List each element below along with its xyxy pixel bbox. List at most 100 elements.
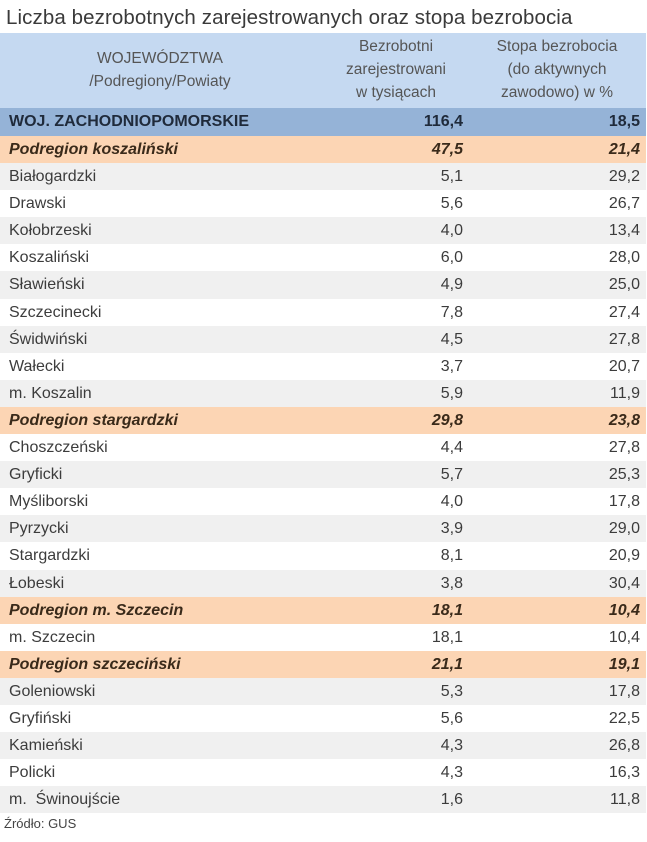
row-rate-value: 26,7 xyxy=(608,195,640,213)
table-body: WOJ. ZACHODNIOPOMORSKIE 116,4 18,5 Podregio… xyxy=(0,108,646,814)
row-rate-value: 27,4 xyxy=(608,303,640,321)
row-name: Myśliborski xyxy=(9,493,89,511)
row-rate-value: 11,8 xyxy=(610,791,640,809)
table-row: Goleniowski 5,3 17,8 xyxy=(0,677,646,705)
row-unemployed-value: 7,8 xyxy=(440,303,463,321)
row-unemployed-value: 4,9 xyxy=(440,276,463,294)
row-unemployed-value: 4,3 xyxy=(440,737,463,755)
row-rate-value: 30,4 xyxy=(608,574,640,592)
table-row-total: WOJ. ZACHODNIOPOMORSKIE 116,4 18,5 xyxy=(0,108,646,136)
row-name: Gryfiński xyxy=(9,709,72,727)
table-row: Sławieński 4,9 25,0 xyxy=(0,271,646,299)
table-row: Myśliborski 4,0 17,8 xyxy=(0,488,646,516)
row-unemployed-value: 18,1 xyxy=(431,601,463,619)
row-unemployed-value: 3,8 xyxy=(440,574,463,592)
table-row: Szczecinecki 7,8 27,4 xyxy=(0,298,646,326)
row-name: Stargardzki xyxy=(9,547,90,565)
row-name: m. Koszalin xyxy=(9,384,92,402)
table-row: Świdwiński 4,5 27,8 xyxy=(0,325,646,353)
table-row: m. Szczecin 18,1 10,4 xyxy=(0,623,646,651)
row-name: Wałecki xyxy=(9,357,65,375)
row-unemployed-value: 5,1 xyxy=(440,168,463,186)
row-unemployed-value: 4,0 xyxy=(440,222,463,240)
row-name: Pyrzycki xyxy=(9,520,69,538)
row-rate-value: 26,8 xyxy=(608,737,640,755)
row-unemployed-value: 6,0 xyxy=(440,249,463,267)
row-rate-value: 28,0 xyxy=(608,249,640,267)
row-name: Kamieński xyxy=(9,737,83,755)
row-unemployed-value: 4,3 xyxy=(440,764,463,782)
table-row: Pyrzycki 3,9 29,0 xyxy=(0,515,646,543)
row-name: Gryficki xyxy=(9,466,63,484)
header-text: zarejestrowani xyxy=(346,61,446,78)
header-text: (do aktywnych xyxy=(507,61,607,78)
row-name: Policki xyxy=(9,764,56,782)
row-unemployed-value: 18,1 xyxy=(431,628,463,646)
row-unemployed-value: 4,5 xyxy=(440,330,463,348)
row-unemployed-value: 3,7 xyxy=(440,357,463,375)
row-rate-value: 18,5 xyxy=(608,113,640,130)
table-row: m. Koszalin 5,9 11,9 xyxy=(0,379,646,407)
row-rate-value: 17,8 xyxy=(608,493,640,511)
table-title: Liczba bezrobotnych zarejestrowanych ora… xyxy=(6,6,573,29)
row-rate-value: 25,3 xyxy=(608,466,640,484)
header-text: Bezrobotni xyxy=(358,38,434,55)
table-header: WOJEWÓDZTWA /Podregiony/Powiaty Bezrobot… xyxy=(0,33,646,108)
row-name: Drawski xyxy=(9,195,66,213)
table-row-subregion: Podregion koszaliński 47,5 21,4 xyxy=(0,136,646,164)
table-row: Łobeski 3,8 30,4 xyxy=(0,569,646,597)
table-row: Drawski 5,6 26,7 xyxy=(0,190,646,218)
table-row: Gryfiński 5,6 22,5 xyxy=(0,704,646,733)
row-unemployed-value: 1,6 xyxy=(440,791,463,809)
table-row: Białogardzki 5,1 29,2 xyxy=(0,163,646,191)
row-name: Choszczeński xyxy=(9,439,108,457)
row-unemployed-value: 5,6 xyxy=(440,709,463,727)
row-name: m. Świnoujście xyxy=(9,791,121,809)
header-text: w tysiącach xyxy=(355,84,437,101)
row-name: Szczecinecki xyxy=(9,303,102,321)
row-unemployed-value: 4,0 xyxy=(440,493,463,511)
row-unemployed-value: 3,9 xyxy=(440,520,463,538)
row-rate-value: 13,4 xyxy=(608,222,640,240)
header-rate-column: Stopa bezrobocia (do aktywnych zawodowo)… xyxy=(468,35,646,104)
row-name: Świdwiński xyxy=(9,330,88,348)
row-rate-value: 23,8 xyxy=(608,411,640,429)
row-unemployed-value: 5,9 xyxy=(440,384,463,402)
row-rate-value: 22,5 xyxy=(608,709,640,727)
table-row-subregion: Podregion szczeciński 21,1 19,1 xyxy=(0,650,646,678)
table-row: Koszaliński 6,0 28,0 xyxy=(0,244,646,272)
row-unemployed-value: 47,5 xyxy=(431,141,463,158)
row-name: Sławieński xyxy=(9,276,85,294)
row-name: Białogardzki xyxy=(9,168,97,186)
row-unemployed-value: 116,4 xyxy=(423,113,463,130)
table-row: Policki 4,3 16,3 xyxy=(0,759,646,787)
table-row: Stargardzki 8,1 20,9 xyxy=(0,542,646,570)
row-name: Podregion koszaliński xyxy=(9,141,178,158)
row-name: m. Szczecin xyxy=(9,628,96,646)
header-text: zawodowo) w % xyxy=(501,84,613,101)
row-unemployed-value: 5,6 xyxy=(440,195,463,213)
row-name: Kołobrzeski xyxy=(9,222,92,240)
row-unemployed-value: 5,3 xyxy=(440,682,463,700)
row-rate-value: 11,9 xyxy=(610,384,640,402)
header-text: /Podregiony/Powiaty xyxy=(89,73,231,90)
row-rate-value: 27,8 xyxy=(608,439,640,457)
row-name: Podregion m. Szczecin xyxy=(9,601,184,619)
table-row: Kołobrzeski 4,0 13,4 xyxy=(0,217,646,245)
header-unemployed-column: Bezrobotni zarejestrowani w tysiącach xyxy=(325,35,467,104)
row-rate-value: 16,3 xyxy=(608,764,640,782)
row-rate-value: 19,1 xyxy=(608,655,640,673)
row-name: WOJ. ZACHODNIOPOMORSKIE xyxy=(9,113,250,130)
row-name: Goleniowski xyxy=(9,682,96,700)
header-region-column: WOJEWÓDZTWA /Podregiony/Powiaty xyxy=(0,47,320,93)
row-rate-value: 17,8 xyxy=(608,682,640,700)
row-rate-value: 29,0 xyxy=(608,520,640,538)
row-rate-value: 27,8 xyxy=(608,330,640,348)
header-text: WOJEWÓDZTWA xyxy=(97,50,223,67)
row-unemployed-value: 8,1 xyxy=(440,547,463,565)
header-text: Stopa bezrobocia xyxy=(496,38,618,55)
row-rate-value: 21,4 xyxy=(608,141,640,158)
table-row: Wałecki 3,7 20,7 xyxy=(0,352,646,380)
row-rate-value: 29,2 xyxy=(608,168,640,186)
row-rate-value: 20,7 xyxy=(608,357,640,375)
